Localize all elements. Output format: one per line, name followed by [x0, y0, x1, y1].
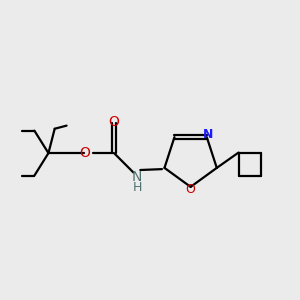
Text: H: H [133, 181, 142, 194]
Text: O: O [79, 146, 90, 160]
Text: O: O [109, 115, 119, 129]
Text: N: N [203, 128, 213, 141]
Text: N: N [131, 170, 142, 184]
Text: O: O [186, 184, 196, 196]
